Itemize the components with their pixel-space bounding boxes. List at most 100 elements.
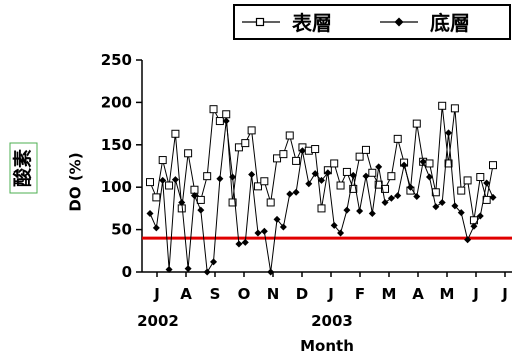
y-tick-label: 50 [111, 221, 132, 239]
data-point-surface [412, 119, 421, 128]
data-point-surface [165, 181, 174, 190]
data-point-bottom [203, 268, 211, 276]
data-point-surface [203, 172, 212, 181]
legend-marker-surface [255, 17, 265, 27]
data-point-bottom [197, 206, 205, 214]
data-point-bottom [222, 117, 230, 125]
data-point-bottom [273, 215, 281, 223]
data-point-bottom [152, 224, 160, 232]
data-point-surface [450, 104, 459, 113]
y-tick-label: 250 [101, 51, 132, 69]
data-point-surface [247, 126, 256, 135]
data-point-surface [171, 129, 180, 138]
x-tick-label: M [382, 285, 397, 303]
data-point-bottom [432, 203, 440, 211]
x-tick-label: J [472, 285, 479, 303]
data-point-bottom [190, 192, 198, 200]
legend-label-surface: 表層 [292, 11, 332, 35]
data-point-bottom [387, 194, 395, 202]
data-point-surface [349, 184, 358, 193]
data-point-surface [260, 177, 269, 186]
x-tick-label: F [355, 285, 365, 303]
data-point-surface [311, 145, 320, 154]
y-tick-label: 0 [122, 263, 132, 281]
data-point-surface [336, 181, 345, 190]
data-point-surface [355, 152, 364, 161]
data-point-bottom [210, 258, 218, 266]
data-point-surface [476, 173, 485, 182]
side-label: 酸素 [9, 142, 38, 194]
data-point-bottom [159, 176, 167, 184]
data-point-bottom [229, 173, 237, 181]
y-tick-label: 100 [101, 178, 132, 196]
data-point-bottom [349, 171, 357, 179]
data-point-surface [196, 195, 205, 204]
data-point-bottom [470, 222, 478, 230]
data-point-surface [368, 168, 377, 177]
data-point-surface [184, 149, 193, 158]
year-label: 2002 [137, 312, 179, 330]
data-point-bottom [413, 193, 421, 201]
data-point-surface [152, 193, 161, 202]
data-point-bottom [419, 158, 427, 166]
x-tick-label: S [210, 285, 221, 303]
data-point-bottom [337, 229, 345, 237]
data-point-bottom [457, 209, 465, 217]
legend-label-bottom: 底層 [430, 11, 470, 35]
data-point-bottom [184, 265, 192, 273]
data-point-bottom [305, 180, 313, 188]
data-point-bottom [267, 268, 275, 276]
x-tick-label: J [153, 285, 160, 303]
data-point-bottom [146, 209, 154, 217]
data-point-surface [381, 184, 390, 193]
x-tick-label: A [412, 285, 424, 303]
data-point-surface [438, 101, 447, 110]
data-point-surface [342, 167, 351, 176]
data-point-bottom [241, 238, 249, 246]
data-point-surface [330, 159, 339, 168]
data-point-surface [285, 131, 294, 140]
y-axis: 0 50 100 150 200 250 [101, 51, 143, 281]
data-point-bottom [483, 179, 491, 187]
data-point-bottom [406, 183, 414, 191]
x-tick-label: D [296, 285, 308, 303]
data-point-bottom [292, 188, 300, 196]
data-point-surface [146, 178, 154, 187]
data-point-bottom [400, 161, 408, 169]
data-point-bottom [464, 236, 472, 244]
data-point-surface [228, 198, 237, 207]
side-label-frame [9, 142, 38, 194]
data-point-bottom [476, 212, 484, 220]
data-point-surface [209, 105, 218, 114]
x-axis-title: Month [300, 337, 354, 355]
data-point-bottom [260, 227, 268, 235]
data-point-bottom [489, 193, 497, 201]
plot-area [142, 101, 512, 276]
data-point-surface [273, 154, 282, 163]
data-point-surface [215, 117, 224, 126]
data-point-surface [241, 139, 250, 148]
x-tick-label: O [238, 285, 251, 303]
x-tick-label: J [501, 285, 508, 303]
y-axis-title: DO (%) [67, 152, 85, 211]
data-point-bottom [330, 221, 338, 229]
data-point-surface [253, 182, 262, 191]
legend-marker-bottom [394, 17, 404, 27]
data-point-surface [158, 156, 167, 165]
data-point-surface [317, 204, 326, 213]
data-point-surface [387, 172, 396, 181]
data-point-surface [457, 186, 466, 195]
data-point-bottom [375, 163, 383, 171]
data-point-surface [425, 159, 434, 168]
series-bottom [146, 117, 497, 276]
x-tick-label: J [327, 285, 334, 303]
data-point-bottom [318, 176, 325, 184]
data-point-surface [444, 159, 453, 168]
data-point-bottom [362, 172, 370, 180]
data-point-bottom [324, 169, 332, 177]
data-point-surface [393, 134, 402, 143]
data-point-bottom [425, 173, 433, 181]
year-label: 2003 [311, 312, 353, 330]
